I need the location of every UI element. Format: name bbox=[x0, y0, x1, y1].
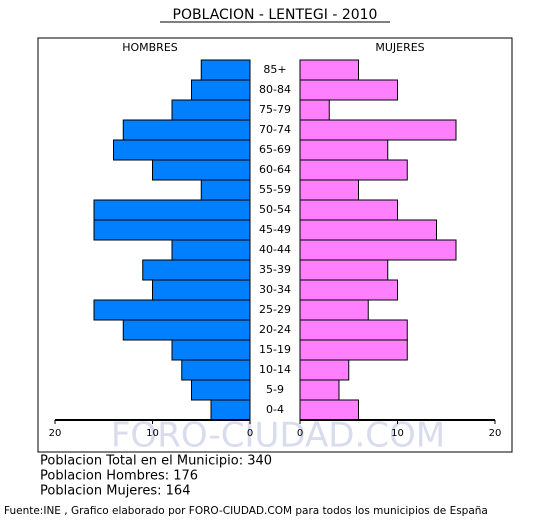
bar bbox=[299, 379, 340, 401]
x-tick-label: 0 bbox=[247, 428, 253, 439]
category-label: 20-24 bbox=[259, 323, 291, 336]
category-label: 60-64 bbox=[259, 163, 291, 176]
bar bbox=[113, 139, 251, 161]
category-label: 80-84 bbox=[259, 83, 291, 96]
bar bbox=[152, 279, 251, 301]
x-tick-label: 0 bbox=[297, 428, 303, 439]
bar bbox=[299, 299, 369, 321]
bar bbox=[93, 199, 251, 221]
bar bbox=[171, 99, 251, 121]
bar bbox=[93, 219, 251, 241]
bar bbox=[299, 179, 359, 201]
bar bbox=[152, 159, 251, 181]
footnote: Fuente:INE , Grafico elaborado por FORO-… bbox=[4, 505, 488, 517]
chart-title: POBLACION - LENTEGI - 2010 bbox=[173, 7, 378, 23]
legend-right: MUJERES bbox=[375, 41, 424, 54]
bar bbox=[200, 59, 251, 81]
bar bbox=[299, 59, 359, 81]
x-tick-label: 20 bbox=[489, 428, 502, 439]
bar bbox=[142, 259, 251, 281]
category-label: 25-29 bbox=[259, 303, 291, 316]
category-label: 50-54 bbox=[259, 203, 291, 216]
category-label: 70-74 bbox=[259, 123, 291, 136]
bar bbox=[299, 319, 408, 341]
category-label: 30-34 bbox=[259, 283, 291, 296]
bar bbox=[181, 359, 251, 381]
x-tick-label: 20 bbox=[49, 428, 62, 439]
bar bbox=[299, 159, 408, 181]
bar bbox=[299, 259, 389, 281]
bar bbox=[93, 299, 251, 321]
summary-line: Poblacion Mujeres: 164 bbox=[40, 484, 190, 499]
category-label: 15-19 bbox=[259, 343, 291, 356]
x-tick-label: 10 bbox=[391, 428, 404, 439]
bar bbox=[299, 219, 437, 241]
category-label: 40-44 bbox=[259, 243, 291, 256]
x-tick-label: 10 bbox=[146, 428, 159, 439]
category-label: 35-39 bbox=[259, 263, 291, 276]
category-label: 0-4 bbox=[266, 403, 284, 416]
category-label: 5-9 bbox=[266, 383, 284, 396]
bar bbox=[200, 179, 251, 201]
bar bbox=[122, 319, 251, 341]
bar bbox=[299, 79, 398, 101]
category-label: 55-59 bbox=[259, 183, 291, 196]
bar bbox=[299, 359, 350, 381]
bar bbox=[299, 99, 330, 121]
bar bbox=[299, 199, 398, 221]
category-label: 10-14 bbox=[259, 363, 291, 376]
bar bbox=[299, 339, 408, 361]
bar bbox=[191, 379, 251, 401]
bar bbox=[299, 119, 457, 141]
category-label: 75-79 bbox=[259, 103, 291, 116]
watermark: FORO-CIUDAD.COM bbox=[111, 416, 445, 456]
frame bbox=[37, 37, 513, 453]
bar bbox=[299, 139, 389, 161]
bar bbox=[210, 399, 251, 421]
legend-left: HOMBRES bbox=[122, 41, 178, 54]
category-label: 65-69 bbox=[259, 143, 291, 156]
bar bbox=[171, 239, 251, 261]
bar bbox=[299, 279, 398, 301]
category-label: 45-49 bbox=[259, 223, 291, 236]
category-label: 85+ bbox=[263, 63, 286, 76]
bar bbox=[299, 399, 359, 421]
bar bbox=[299, 239, 457, 261]
bar bbox=[122, 119, 251, 141]
bar bbox=[191, 79, 251, 101]
bar bbox=[171, 339, 251, 361]
summary-line: Poblacion Hombres: 176 bbox=[40, 469, 198, 484]
summary-line: Poblacion Total en el Municipio: 340 bbox=[40, 454, 272, 469]
